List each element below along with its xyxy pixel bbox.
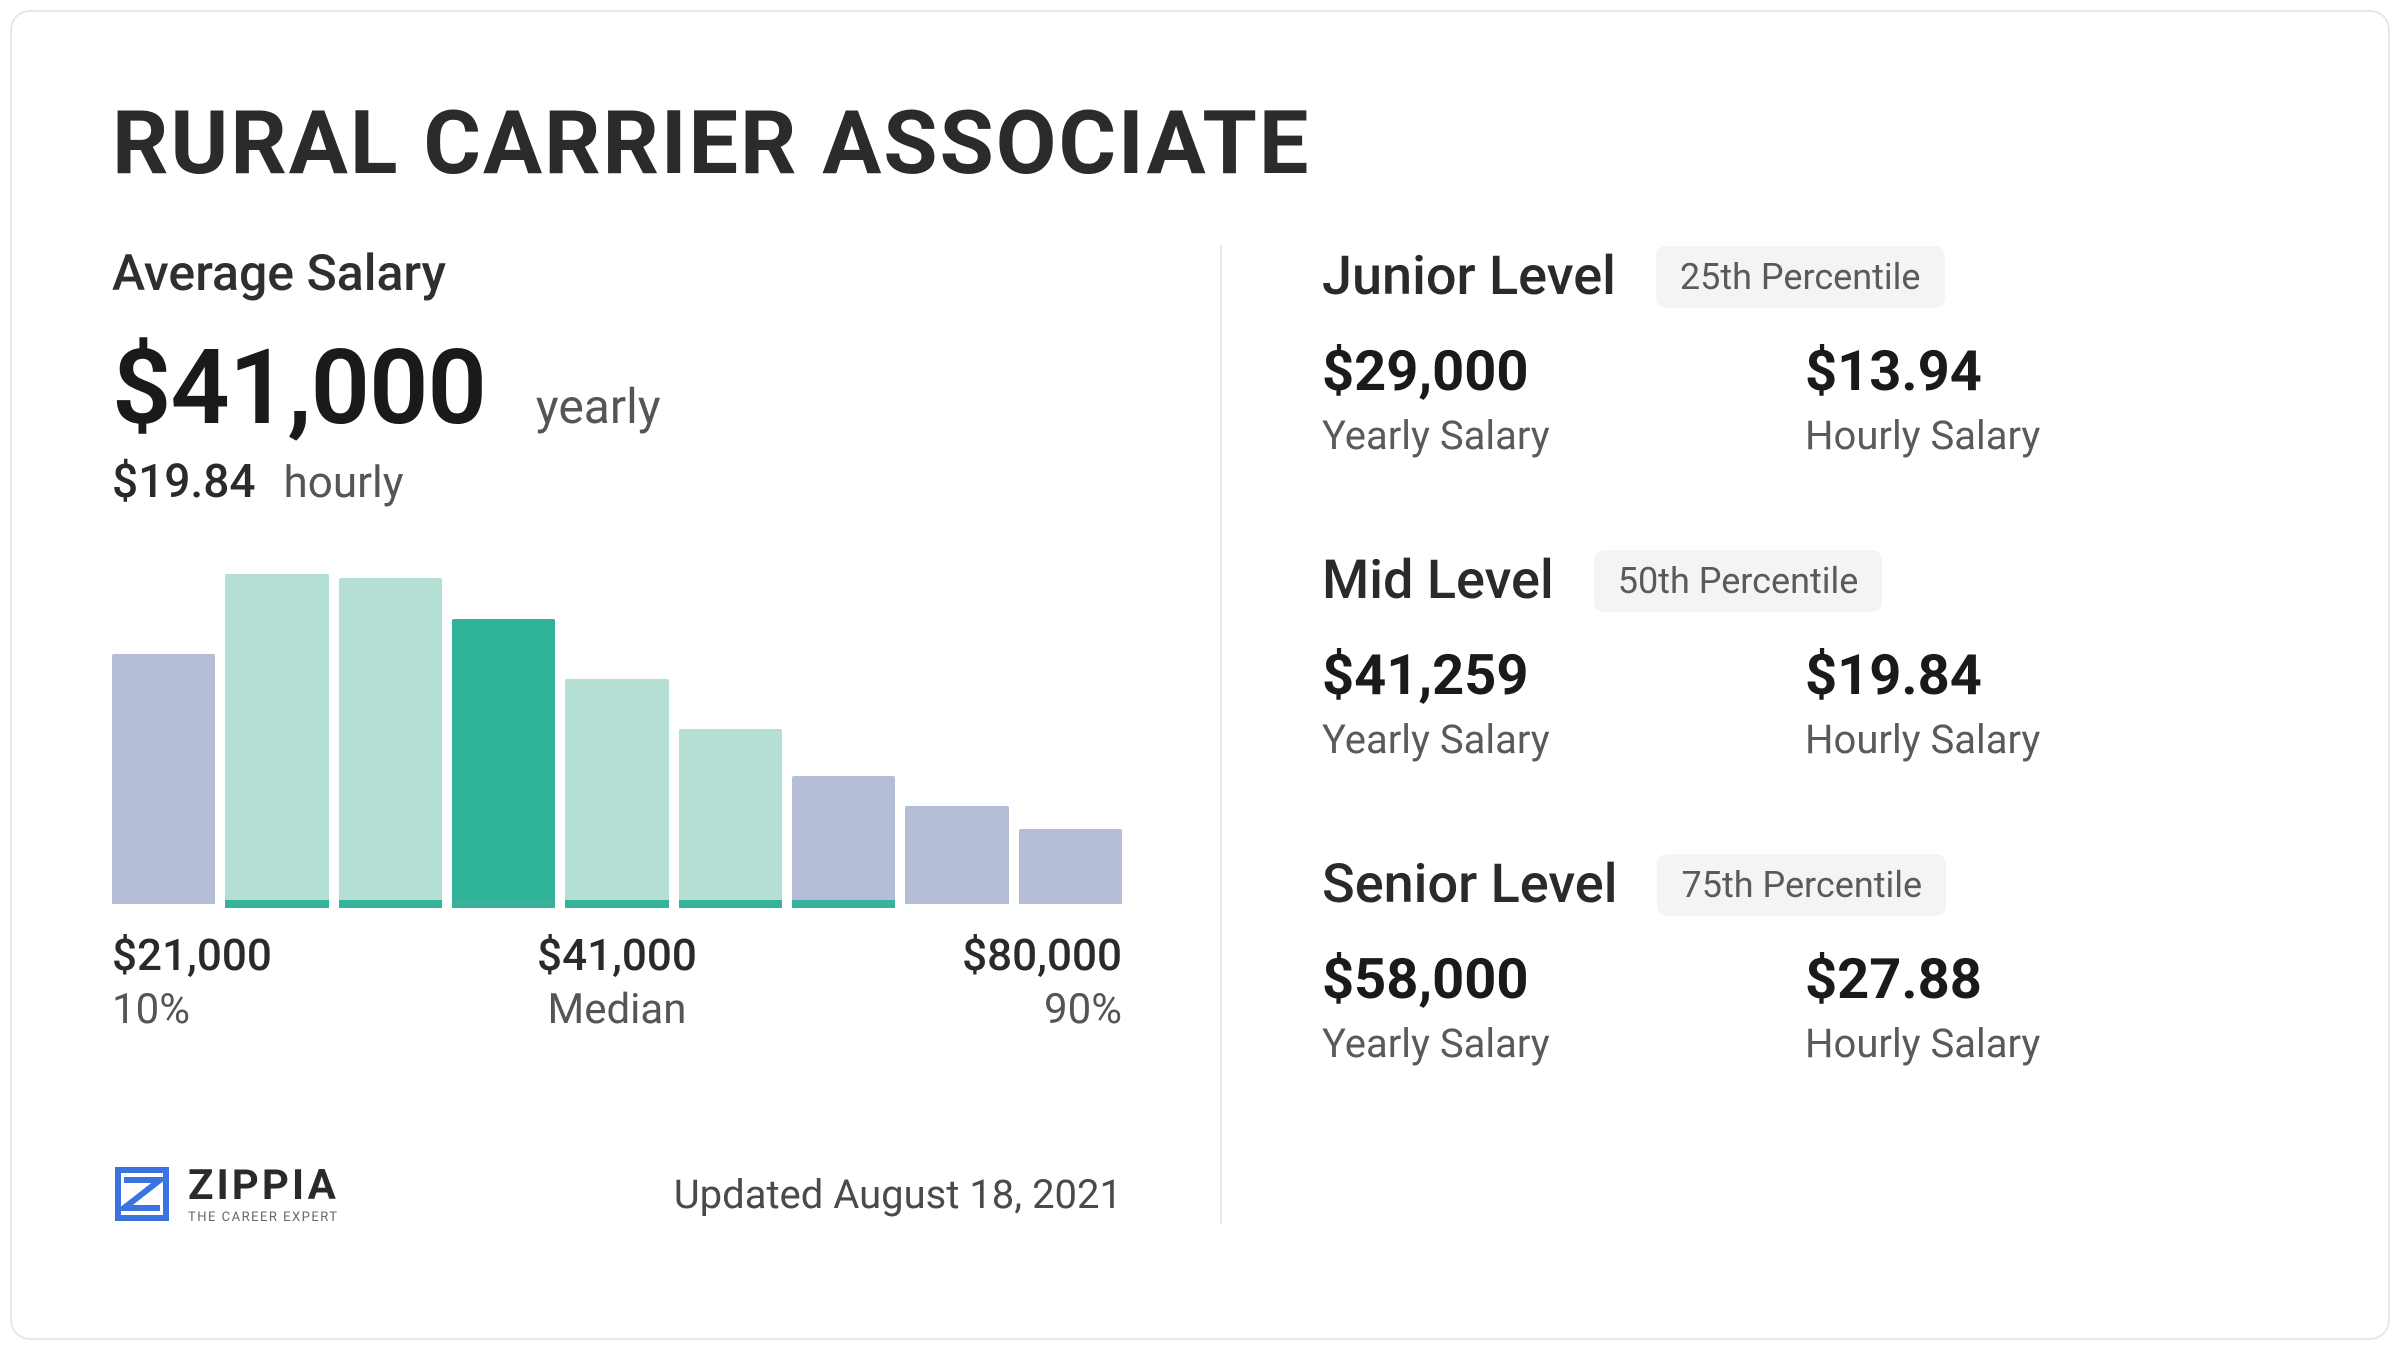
bar-underline-5 [679,900,782,908]
level-hourly-label: Hourly Salary [1805,716,2288,763]
zippia-logo-icon [112,1164,172,1224]
bar-8 [1019,564,1122,904]
bar-6 [792,564,895,904]
yearly-unit: yearly [536,378,661,435]
level-values: $58,000 Yearly Salary$27.88 Hourly Salary [1322,946,2288,1067]
axis-left-value: $21,000 [112,929,272,981]
bar-5 [679,564,782,904]
axis-left: $21,000 10% [112,929,272,1034]
left-panel: Average Salary $41,000 yearly $19.84 hou… [112,245,1222,1224]
bar-fill-2 [339,578,442,904]
bar-fill-3 [452,619,555,904]
hourly-row: $19.84 hourly [112,455,1140,509]
bar-fill-5 [679,729,782,904]
bar-fill-8 [1019,829,1122,904]
level-block-1: Mid Level 50th Percentile $41,259 Yearly Sa… [1322,549,2288,763]
bar-3 [452,564,555,904]
distribution-chart [112,564,1140,904]
bar-underline-3 [452,900,555,908]
level-block-0: Junior Level 25th Percentile $29,000 Yearly… [1322,245,2288,459]
bar-underline-6 [792,900,895,908]
level-yearly-value: $29,000 [1322,338,1805,404]
level-hourly-value: $19.84 [1805,642,2288,708]
yearly-col: $29,000 Yearly Salary [1322,338,1805,459]
bar-fill-0 [112,654,215,904]
level-name: Senior Level [1322,853,1617,916]
bar-fill-7 [905,806,1008,904]
yearly-value: $41,000 [112,328,486,449]
level-yearly-value: $41,259 [1322,642,1805,708]
axis-center: $41,000 Median [537,929,697,1034]
percentile-badge: 75th Percentile [1657,854,1946,916]
logo-tagline: THE CAREER EXPERT [188,1211,339,1224]
level-yearly-label: Yearly Salary [1322,1020,1805,1067]
bar-underline-1 [225,900,328,908]
chart-axis: $21,000 10% $41,000 Median $80,000 90% [112,929,1122,1079]
content-row: Average Salary $41,000 yearly $19.84 hou… [112,245,2288,1224]
logo-name: ZIPPIA [188,1165,339,1207]
yearly-row: $41,000 yearly [112,328,1140,449]
updated-date: Updated August 18, 2021 [674,1171,1122,1218]
level-head: Junior Level 25th Percentile [1322,245,2288,308]
level-hourly-value: $13.94 [1805,338,2288,404]
level-head: Mid Level 50th Percentile [1322,549,2288,612]
hourly-unit: hourly [284,456,404,508]
bar-fill-4 [565,679,668,904]
level-head: Senior Level 75th Percentile [1322,853,2288,916]
hourly-col: $27.88 Hourly Salary [1805,946,2288,1067]
logo-text: ZIPPIA THE CAREER EXPERT [188,1165,339,1224]
salary-card: RURAL CARRIER ASSOCIATE Average Salary $… [10,10,2390,1340]
level-hourly-label: Hourly Salary [1805,1020,2288,1067]
axis-left-pct: 10% [112,985,272,1034]
bar-0 [112,564,215,904]
bar-2 [339,564,442,904]
bar-fill-1 [225,574,328,904]
level-yearly-value: $58,000 [1322,946,1805,1012]
level-hourly-value: $27.88 [1805,946,2288,1012]
bar-underline-4 [565,900,668,908]
bar-fill-6 [792,776,895,904]
axis-center-value: $41,000 [537,929,697,981]
axis-center-pct: Median [537,985,697,1034]
level-yearly-label: Yearly Salary [1322,716,1805,763]
yearly-col: $41,259 Yearly Salary [1322,642,1805,763]
hourly-col: $13.94 Hourly Salary [1805,338,2288,459]
bar-underline-2 [339,900,442,908]
page-title: RURAL CARRIER ASSOCIATE [112,92,2288,195]
bar-7 [905,564,1008,904]
yearly-col: $58,000 Yearly Salary [1322,946,1805,1067]
level-block-2: Senior Level 75th Percentile $58,000 Yearly… [1322,853,2288,1067]
average-salary-label: Average Salary [112,245,1140,303]
percentile-badge: 25th Percentile [1656,246,1945,308]
axis-right-value: $80,000 [962,929,1122,981]
level-values: $29,000 Yearly Salary$13.94 Hourly Salary [1322,338,2288,459]
zippia-logo: ZIPPIA THE CAREER EXPERT [112,1164,339,1224]
level-name: Mid Level [1322,549,1554,612]
axis-right: $80,000 90% [962,929,1122,1034]
hourly-value: $19.84 [112,455,256,509]
bar-4 [565,564,668,904]
hourly-col: $19.84 Hourly Salary [1805,642,2288,763]
level-values: $41,259 Yearly Salary$19.84 Hourly Salary [1322,642,2288,763]
right-panel: Junior Level 25th Percentile $29,000 Yearly… [1222,245,2288,1224]
bar-1 [225,564,328,904]
footer-row: ZIPPIA THE CAREER EXPERT Updated August … [112,1164,1122,1224]
level-name: Junior Level [1322,245,1616,308]
axis-right-pct: 90% [962,985,1122,1034]
percentile-badge: 50th Percentile [1594,550,1883,612]
level-yearly-label: Yearly Salary [1322,412,1805,459]
level-hourly-label: Hourly Salary [1805,412,2288,459]
